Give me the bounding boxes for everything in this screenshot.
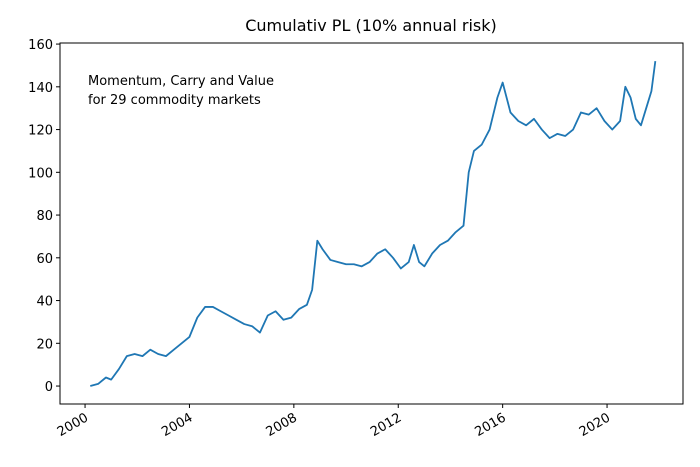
y-tick-label: 20	[36, 337, 53, 352]
chart-title: Cumulativ PL (10% annual risk)	[245, 16, 497, 35]
plot-frame	[59, 42, 684, 405]
y-tick-label: 140	[28, 81, 53, 96]
y-tick-label: 60	[36, 252, 53, 267]
x-tick-label: 2020	[577, 410, 613, 440]
x-tick-label: 2012	[368, 410, 404, 440]
y-tick-label: 80	[36, 209, 53, 224]
annotation: for 29 commodity markets	[88, 93, 261, 108]
x-tick-label: 2008	[264, 410, 300, 440]
x-tick-label: 2000	[55, 410, 91, 440]
line	[90, 61, 657, 387]
x-tick-label: 2004	[159, 410, 195, 440]
y-tick-label: 0	[45, 380, 53, 395]
y-tick-label: 40	[36, 295, 53, 310]
x-tick-label: 2016	[472, 410, 508, 440]
y-tick-label: 120	[28, 124, 53, 139]
y-tick-label: 100	[28, 166, 53, 181]
annotation: Momentum, Carry and Value	[88, 74, 274, 89]
y-tick-label: 160	[28, 38, 53, 53]
